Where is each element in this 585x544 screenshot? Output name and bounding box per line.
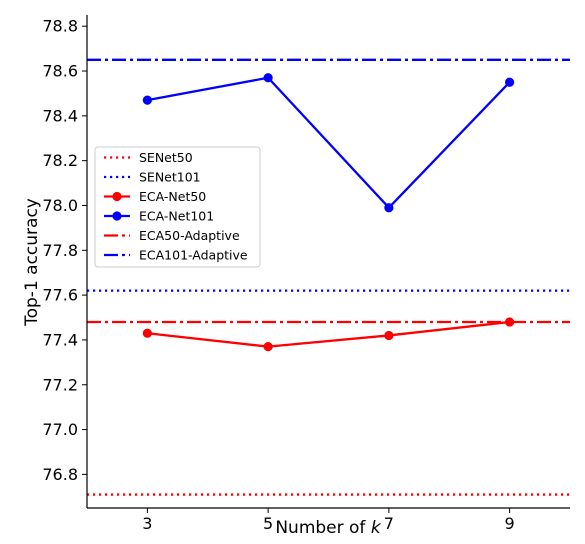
y-tick-label-0: 76.8: [42, 465, 78, 484]
data-point-eca-net50-0: [142, 328, 152, 338]
data-point-eca-net101-2: [384, 203, 394, 213]
y-tick-label-1: 77.0: [42, 420, 78, 439]
data-point-eca-net50-3: [505, 317, 515, 327]
series-line-eca-net50: [147, 320, 510, 348]
legend: SENet50 SENet101 ECA-Net50 ECA-Net101 ECA50-…: [94, 146, 261, 268]
y-tick-label-5: 77.8: [42, 241, 78, 260]
y-tick-label-7: 78.2: [42, 151, 78, 170]
x-tick-label-3: 9: [505, 514, 515, 533]
y-axis-label: Top-1 accuracy: [22, 198, 42, 327]
y-tick-label-6: 78.0: [42, 196, 78, 215]
legend-label-eca-net101: ECA-Net101: [139, 209, 214, 224]
data-point-eca-net50-1: [263, 342, 273, 352]
y-tick-label-2: 77.2: [42, 375, 78, 394]
legend-label-senet50: SENet50: [139, 150, 193, 165]
series-line-eca-net101: [147, 76, 511, 209]
x-axis-label-variable: k: [371, 518, 382, 538]
data-point-eca-net101-3: [505, 77, 515, 87]
legend-box: [94, 146, 261, 268]
x-tick-label-0: 3: [142, 514, 152, 533]
data-point-eca-net101-0: [142, 95, 152, 105]
y-tick-label-4: 77.6: [42, 286, 78, 305]
legend-label-senet101: SENet101: [139, 170, 201, 185]
y-tick-label-10: 78.8: [42, 17, 78, 36]
legend-label-eca50-adaptive: ECA50-Adaptive: [139, 228, 240, 243]
y-tick-label-8: 78.4: [42, 106, 78, 125]
y-tick-label-9: 78.6: [42, 62, 78, 81]
x-tick-label-1: 5: [263, 514, 273, 533]
ticks: 76.8 77.0 77.2 77.4 77.6 77.8 78.0 78.2 78.4 78.6…: [42, 17, 514, 533]
legend-label-eca-net50: ECA-Net50: [139, 189, 206, 204]
data-point-eca-net50-2: [384, 330, 394, 341]
x-axis-label-prefix: Number of: [275, 518, 370, 538]
data-point-eca-net101-1: [263, 73, 273, 83]
axes: [86, 15, 570, 509]
legend-marker-eca-net50: [112, 191, 122, 202]
legend-label-eca101-adaptive: ECA101-Adaptive: [139, 248, 248, 263]
x-tick-label-2: 7: [384, 514, 394, 533]
x-axis-label: Number of k: [275, 518, 381, 538]
legend-marker-eca-net101: [112, 211, 122, 221]
series-layer: [87, 58, 570, 496]
y-tick-label-3: 77.4: [42, 330, 78, 349]
